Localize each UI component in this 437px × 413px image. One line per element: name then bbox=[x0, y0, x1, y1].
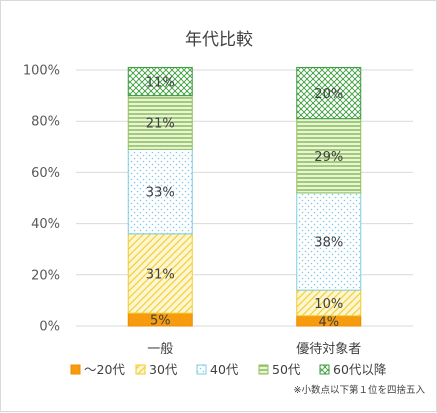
x-tick-label: 一般 bbox=[147, 341, 173, 357]
bar-segment bbox=[127, 66, 193, 97]
legend-label: 60代以降 bbox=[333, 362, 387, 377]
data-label: 29% bbox=[314, 150, 343, 165]
bars: 5% 31% 33% 21% 11% 4% 10% 38% 29% 20% bbox=[127, 66, 362, 330]
bar-segment bbox=[296, 66, 362, 120]
data-label: 21% bbox=[146, 116, 175, 131]
y-tick-label: 40% bbox=[31, 217, 60, 232]
y-tick-label: 20% bbox=[31, 268, 60, 283]
x-tick-label: 優待対象者 bbox=[296, 342, 361, 357]
legend: ～20代 30代 40代 50代 60代以降 bbox=[70, 362, 387, 377]
y-tick-label: 100% bbox=[23, 64, 60, 79]
legend-label: 30代 bbox=[149, 362, 178, 377]
data-label: 31% bbox=[146, 268, 175, 283]
legend-label: 50代 bbox=[272, 362, 301, 377]
footnote: ※小数点以下第１位を四捨五入 bbox=[294, 384, 426, 396]
bar-segment bbox=[296, 192, 362, 291]
y-tick-label: 60% bbox=[31, 166, 60, 181]
legend-label: 40代 bbox=[210, 362, 239, 377]
data-label: 10% bbox=[314, 297, 343, 312]
y-tick-label: 0% bbox=[39, 320, 60, 335]
x-axis-labels: 一般 優待対象者 bbox=[147, 341, 361, 357]
bar-segment bbox=[296, 289, 362, 317]
gridlines bbox=[76, 69, 413, 327]
bar-segment bbox=[127, 148, 193, 235]
bar-segment bbox=[127, 233, 193, 314]
chart-title: 年代比較 bbox=[185, 30, 253, 50]
y-tick-label: 80% bbox=[31, 115, 60, 130]
data-label: 38% bbox=[314, 236, 343, 251]
data-label: 4% bbox=[318, 315, 339, 330]
data-label: 11% bbox=[146, 76, 175, 91]
legend-swatch bbox=[135, 364, 146, 375]
legend-label: ～20代 bbox=[84, 362, 125, 377]
data-label: 33% bbox=[146, 186, 175, 201]
legend-swatch bbox=[258, 364, 269, 375]
data-label: 5% bbox=[150, 314, 171, 329]
bar-segment bbox=[296, 118, 362, 194]
legend-swatch bbox=[70, 364, 81, 375]
data-label: 20% bbox=[314, 87, 343, 102]
y-axis-labels: 0% 20% 40% 60% 80% 100% bbox=[23, 64, 60, 335]
legend-swatch bbox=[196, 364, 207, 375]
legend-swatch bbox=[319, 364, 330, 375]
